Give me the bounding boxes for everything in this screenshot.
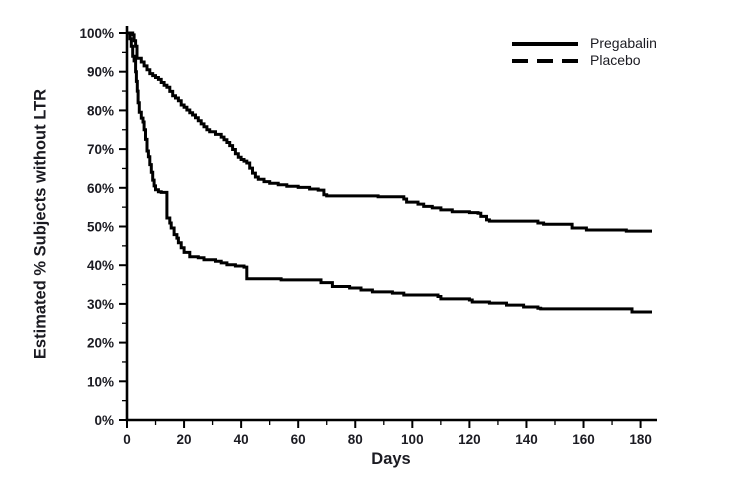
x-tick-label: 20 <box>177 432 192 447</box>
tick-marks <box>119 32 642 428</box>
x-tick-label: 0 <box>123 432 131 447</box>
legend: Pregabalin Placebo <box>511 35 657 69</box>
x-tick-label: 60 <box>291 432 306 447</box>
y-tick-label: 0% <box>94 413 114 428</box>
x-tick-label: 100 <box>401 432 424 447</box>
y-axis-title: Estimated % Subjects without LTR <box>31 88 50 360</box>
x-tick-label: 40 <box>234 432 249 447</box>
y-tick-label: 50% <box>87 220 114 235</box>
y-tick-label: 30% <box>87 297 114 312</box>
x-tick-label: 80 <box>348 432 363 447</box>
y-tick-label: 80% <box>87 103 114 118</box>
y-tick-label: 60% <box>87 181 114 196</box>
x-tick-label: 140 <box>515 432 538 447</box>
y-tick-label: 100% <box>79 26 114 41</box>
pregabalin-line-sample-icon <box>512 41 578 46</box>
axes <box>125 26 657 422</box>
legend-label-pregabalin: Pregabalin <box>590 35 657 51</box>
x-tick-label: 180 <box>629 432 652 447</box>
legend-label-placebo: Placebo <box>590 52 641 68</box>
x-axis-title: Days <box>371 450 411 468</box>
y-tick-label: 40% <box>87 258 114 273</box>
legend-item-placebo: Placebo <box>511 52 657 69</box>
y-tick-label: 10% <box>87 374 114 389</box>
y-tick-label: 90% <box>87 65 114 80</box>
legend-item-pregabalin: Pregabalin <box>511 35 657 52</box>
x-tick-label: 120 <box>458 432 481 447</box>
y-tick-label: 70% <box>87 142 114 157</box>
y-tick-label: 20% <box>87 336 114 351</box>
placebo-line-sample-icon <box>512 58 578 63</box>
x-tick-label: 160 <box>572 432 595 447</box>
tick-labels: 0% 10% 20% 30% 40% 50% 60% 70% 80% 90% 100% 0 20 40 60… <box>79 26 651 447</box>
placebo-curve <box>127 31 652 314</box>
pregabalin-curve <box>127 31 652 233</box>
